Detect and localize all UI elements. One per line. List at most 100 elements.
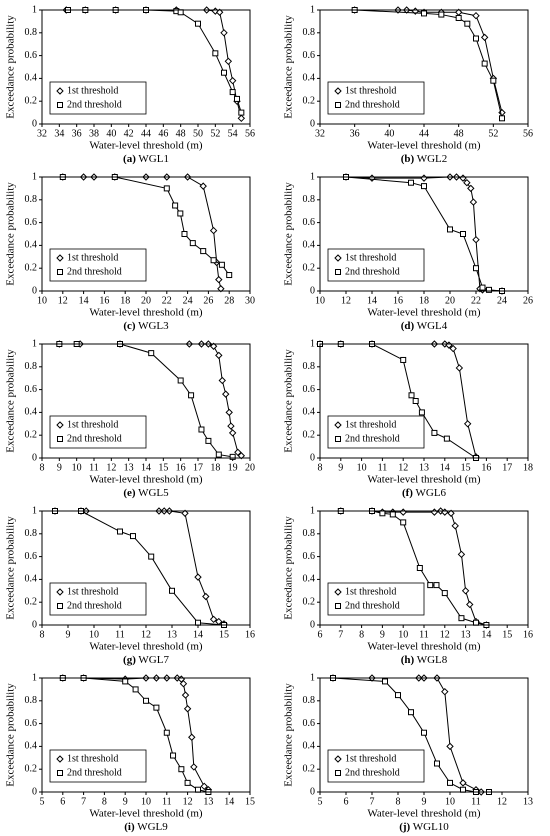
x-tick-label: 28 [224, 295, 234, 306]
y-tick-label: 0.2 [25, 95, 38, 106]
y-tick-label: 0 [310, 452, 315, 463]
x-axis-label: Water-level threshold (m) [89, 140, 202, 152]
marker-square [178, 766, 185, 773]
y-tick-label: 0.4 [303, 240, 316, 251]
y-tick-label: 0.4 [303, 73, 316, 84]
legend-label: 2nd threshold [345, 433, 400, 444]
x-axis-label: Water-level threshold (m) [89, 307, 202, 319]
marker-diamond [334, 755, 342, 763]
marker-diamond [56, 755, 64, 763]
x-axis-label: Water-level threshold (m) [367, 641, 480, 653]
marker-square [412, 398, 419, 404]
marker-diamond [451, 522, 459, 530]
y-tick-label: 0 [310, 619, 315, 630]
x-axis-label: Water-level threshold (m) [89, 808, 202, 820]
x-axis-label: Water-level threshold (m) [367, 474, 480, 486]
x-tick-label: 6 [318, 629, 323, 640]
x-tick-label: 6 [60, 796, 65, 807]
marker-diamond [457, 550, 466, 559]
marker-square [215, 451, 222, 458]
y-tick-label: 1 [310, 4, 315, 15]
caption: (i) WGL9 [124, 821, 168, 833]
marker-diamond [56, 421, 64, 429]
y-tick-label: 0.4 [303, 741, 316, 752]
marker-diamond [202, 592, 210, 601]
marker-square [148, 350, 155, 357]
caption: (b) WGL2 [401, 153, 448, 165]
y-tick-label: 0.6 [303, 217, 316, 228]
y-axis-label: Exceedance probability [5, 349, 17, 453]
x-tick-label: 52 [488, 128, 498, 139]
y-tick-label: 0.2 [303, 95, 316, 106]
x-tick-label: 11 [378, 462, 388, 473]
marker-diamond [199, 182, 207, 190]
x-tick-label: 34 [54, 128, 64, 139]
marker-square [400, 356, 407, 363]
marker-square [234, 95, 240, 102]
caption-panel: (f) [402, 487, 413, 499]
x-tick-label: 9 [123, 796, 128, 807]
marker-diamond [181, 509, 189, 517]
x-tick-label: 24 [183, 295, 193, 306]
marker-square [486, 286, 492, 293]
marker-diamond [469, 198, 478, 206]
x-tick-label: 48 [454, 128, 464, 139]
marker-diamond [227, 422, 235, 430]
marker-diamond [334, 421, 342, 429]
legend-label: 2nd threshold [345, 767, 400, 778]
marker-diamond [237, 452, 246, 460]
caption-panel: (e) [123, 487, 136, 499]
marker-square [473, 35, 479, 42]
marker-square [177, 9, 184, 16]
legend-label: 1st threshold [345, 419, 396, 430]
y-tick-label: 0.2 [303, 429, 316, 440]
marker-diamond [334, 87, 342, 95]
x-tick-label: 14 [141, 462, 151, 473]
marker-square [143, 697, 149, 704]
y-axis-label: Exceedance probability [283, 182, 295, 286]
marker-square [379, 510, 386, 517]
x-tick-label: 11 [89, 462, 99, 473]
marker-diamond [218, 376, 226, 385]
legend-label: 1st threshold [67, 419, 118, 430]
plot-frame [41, 677, 251, 793]
plot-frame [41, 176, 251, 292]
marker-square [481, 60, 488, 67]
caption-panel: (a) [123, 153, 136, 165]
caption-title: WGL2 [417, 153, 448, 165]
marker-square [389, 511, 396, 518]
x-tick-label: 5 [318, 796, 323, 807]
legend-box [327, 415, 425, 449]
x-tick-label: 20 [141, 295, 151, 306]
plot-frame [41, 343, 251, 459]
marker-square [189, 240, 196, 247]
y-tick-label: 0.2 [303, 763, 316, 774]
marker-square [441, 590, 448, 597]
y-tick-label: 0.2 [25, 596, 38, 607]
x-tick-label: 12 [106, 462, 116, 473]
plot-frame [319, 510, 529, 626]
y-tick-label: 0.8 [303, 194, 316, 205]
legend-box [49, 582, 147, 616]
x-tick-label: 17 [502, 462, 512, 473]
marker-square [177, 210, 184, 217]
caption-panel: (b) [401, 153, 415, 165]
caption-title: WGL3 [138, 320, 169, 332]
y-tick-label: 0.8 [303, 528, 316, 539]
legend-label: 2nd threshold [345, 600, 400, 611]
legend-box [327, 582, 425, 616]
marker-square [163, 729, 170, 736]
y-tick-label: 0 [310, 118, 315, 129]
y-tick-label: 0.6 [25, 217, 38, 228]
legend-box [327, 749, 425, 783]
marker-square [433, 582, 440, 589]
marker-square [117, 528, 123, 535]
legend-box [49, 415, 147, 449]
marker-square [132, 686, 139, 693]
marker-diamond [209, 615, 218, 624]
x-tick-label: 13 [523, 796, 533, 807]
y-tick-label: 1 [310, 338, 315, 349]
x-tick-label: 10 [357, 462, 367, 473]
